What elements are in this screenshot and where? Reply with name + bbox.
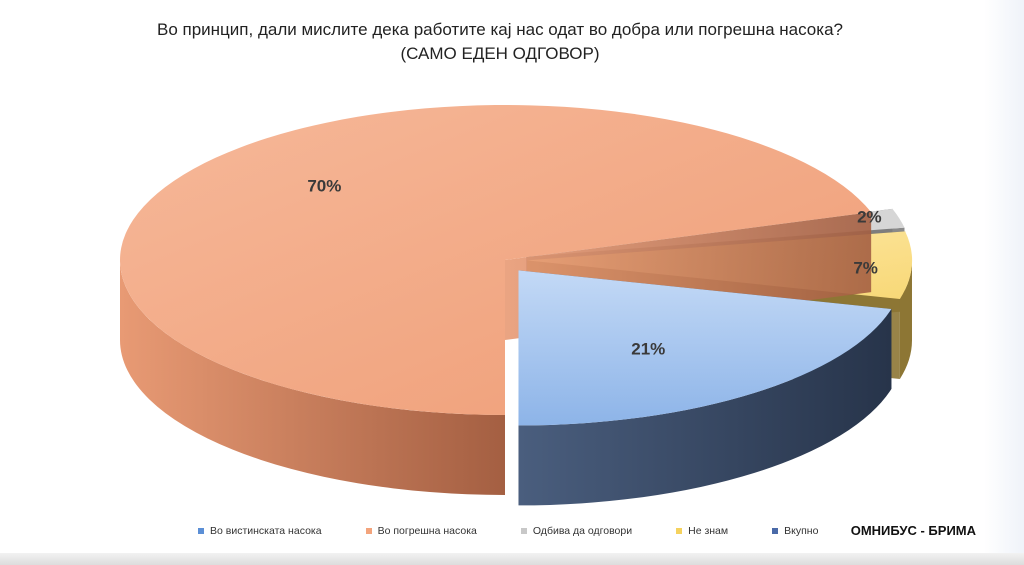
legend-item: Вкупно — [772, 525, 818, 537]
slice-right-direction — [518, 270, 892, 506]
legend-item: Не знам — [676, 525, 728, 537]
bottom-bar — [0, 553, 1024, 565]
legend-swatch — [520, 528, 527, 534]
legend-swatch — [772, 528, 779, 534]
data-label-wrong-direction: 70% — [307, 177, 341, 196]
chart-title-line2: (САМО ЕДЕН ОДГОВОР) — [400, 44, 600, 63]
legend-item: Одбива да одговори — [520, 525, 633, 537]
slice-dont-know-side-0 — [899, 260, 912, 379]
legend-item: Во погрешна насока — [365, 525, 477, 537]
legend-item: Во вистинската насока — [198, 525, 322, 537]
data-label-dont-know: 7% — [853, 258, 878, 277]
right-edge-shade — [984, 0, 1024, 565]
chart-legend: Во вистинската насока Во погрешна насока О… — [198, 521, 862, 541]
legend-swatch — [365, 528, 372, 534]
slice-right-direction-side-0 — [518, 308, 892, 506]
slice-right-direction-top — [518, 270, 892, 426]
legend-label: Не знам — [688, 525, 729, 537]
legend-label: Во погрешна насока — [377, 525, 477, 537]
legend-swatch — [676, 528, 683, 534]
slice-wrong-direction-side-0 — [120, 260, 505, 495]
chart-title-line1: Во принцип, дали мислите дека работите к… — [157, 20, 843, 39]
legend-label: Одбива да одговори — [532, 525, 633, 537]
data-label-right-direction: 21% — [631, 340, 665, 359]
source-label: ОМНИБУС - БРИМА — [850, 523, 976, 538]
slice-wrong-direction-top — [119, 105, 872, 416]
legend-label: Во вистинската насока — [210, 525, 322, 537]
legend-label: Вкупно — [784, 525, 819, 537]
legend-swatch — [198, 528, 204, 534]
data-label-refused: 2% — [857, 208, 882, 227]
chart-title: Во принцип, дали мислите дека работите к… — [0, 18, 1000, 66]
